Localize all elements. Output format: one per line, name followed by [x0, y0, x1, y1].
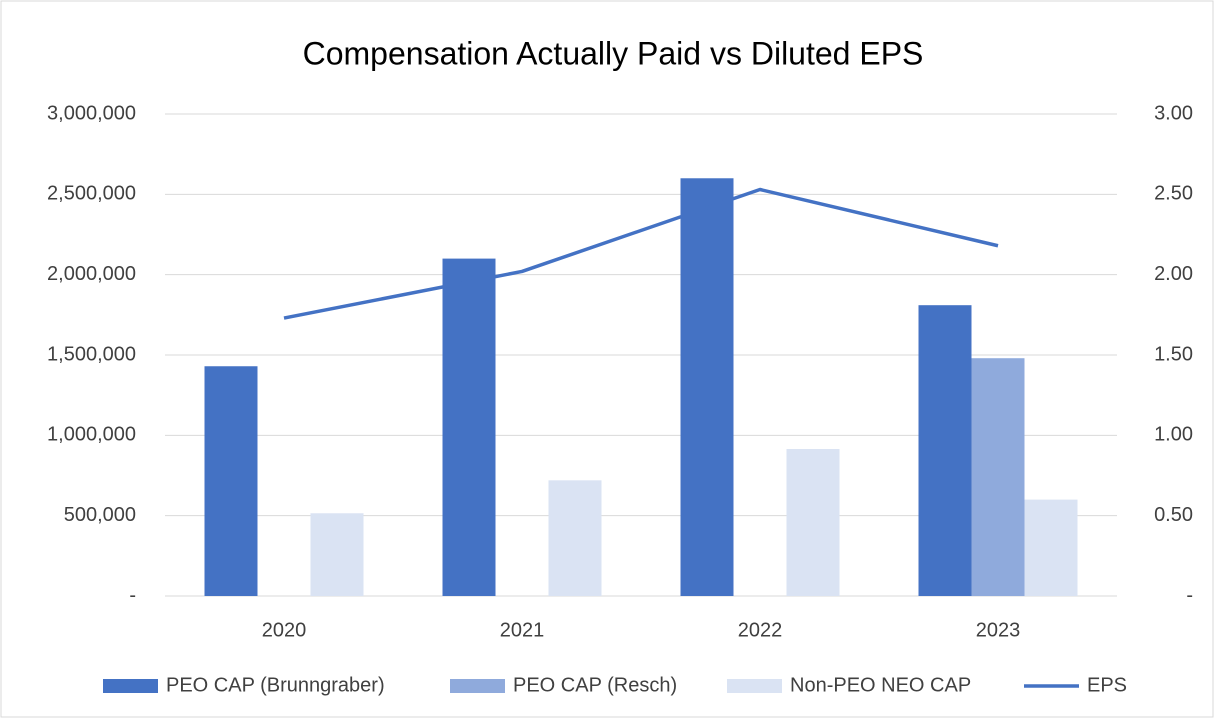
y2-tick-label: 2.50 — [1154, 183, 1193, 205]
y-tick-label: 2,500,000 — [47, 183, 136, 205]
y2-tick-label: - — [1186, 584, 1193, 606]
bar — [971, 358, 1025, 596]
y-tick-label: 500,000 — [64, 504, 136, 526]
bar — [786, 448, 840, 596]
x-tick-label: 2023 — [976, 619, 1021, 641]
y2-tick-label: 1.50 — [1154, 343, 1193, 365]
x-tick-label: 2020 — [262, 619, 307, 641]
chart-title: Compensation Actually Paid vs Diluted EP… — [303, 35, 924, 71]
bar — [918, 305, 972, 596]
line — [283, 187, 999, 320]
legend-swatch — [450, 679, 505, 693]
bar — [1024, 499, 1078, 596]
bar — [680, 178, 734, 596]
bar — [548, 480, 602, 596]
legend-label: PEO CAP (Brunngraber) — [166, 674, 385, 696]
legend-label: EPS — [1087, 674, 1127, 696]
y-tick-label: - — [129, 584, 136, 606]
y2-tick-label: 2.00 — [1154, 263, 1193, 285]
y-tick-label: 1,000,000 — [47, 424, 136, 446]
legend-label: Non-PEO NEO CAP — [790, 674, 971, 696]
y-tick-label: 3,000,000 — [47, 102, 136, 124]
y2-tick-label: 0.50 — [1154, 504, 1193, 526]
y-tick-label: 1,500,000 — [47, 343, 136, 365]
x-tick-label: 2022 — [738, 619, 783, 641]
bar — [204, 366, 258, 596]
legend-swatch — [727, 679, 782, 693]
y2-tick-label: 3.00 — [1154, 102, 1193, 124]
y2-tick-label: 1.00 — [1154, 424, 1193, 446]
bar — [310, 513, 364, 596]
x-tick-label: 2021 — [500, 619, 545, 641]
legend-label: PEO CAP (Resch) — [513, 674, 677, 696]
bar — [442, 258, 496, 596]
legend-swatch — [103, 679, 158, 693]
y-tick-label: 2,000,000 — [47, 263, 136, 285]
